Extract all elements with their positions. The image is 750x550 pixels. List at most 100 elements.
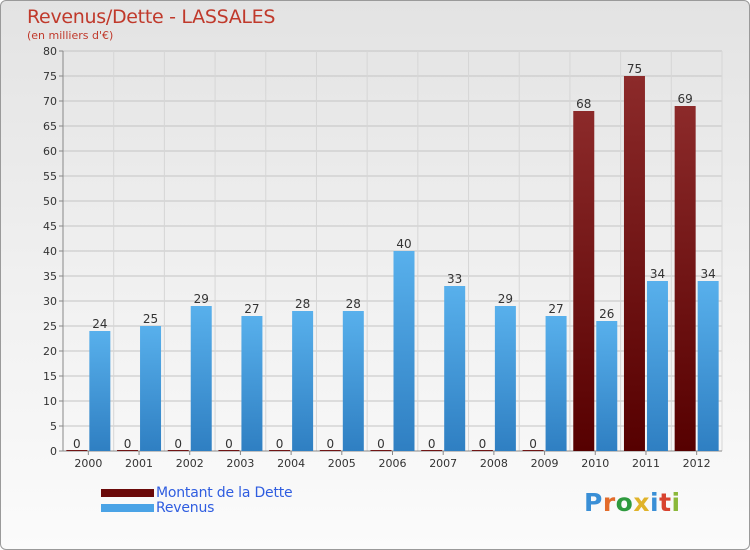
bar-revenus-2006	[393, 251, 415, 451]
logo-letter: r	[602, 488, 616, 517]
y-tick-label: 0	[50, 445, 57, 458]
bar-dette-2002	[167, 450, 189, 451]
x-tick-label: 2007	[429, 457, 457, 470]
data-label-dette-2000: 0	[73, 437, 81, 451]
x-tick-label: 2011	[632, 457, 660, 470]
data-label-revenus-2003: 27	[244, 302, 259, 316]
data-label-revenus-2008: 29	[498, 292, 513, 306]
data-label-dette-2011: 75	[627, 62, 642, 76]
x-tick-label: 2002	[176, 457, 204, 470]
bar-dette-2004	[269, 450, 291, 451]
y-tick-label: 50	[43, 195, 57, 208]
data-label-dette-2005: 0	[326, 437, 334, 451]
bar-revenus-2011	[646, 281, 668, 451]
logo-letter: t	[659, 488, 672, 517]
data-label-dette-2007: 0	[428, 437, 436, 451]
grid-lines	[62, 50, 723, 452]
logo-letter: x	[633, 488, 650, 517]
data-label-revenus-2001: 25	[143, 312, 158, 326]
data-label-revenus-2000: 24	[92, 317, 107, 331]
proxiti-logo: Proxiti	[584, 488, 681, 517]
data-label-revenus-2009: 27	[548, 302, 563, 316]
data-label-dette-2012: 69	[678, 92, 693, 106]
y-tick-label: 20	[43, 345, 57, 358]
y-tick-label: 80	[43, 45, 57, 58]
bar-dette-2001	[117, 450, 139, 451]
x-tick-label: 2009	[531, 457, 559, 470]
data-label-dette-2010: 68	[576, 97, 591, 111]
y-tick-label: 10	[43, 395, 57, 408]
legend-swatch-dette	[101, 489, 154, 497]
y-tick-label: 30	[43, 295, 57, 308]
data-labels: 0 24 0 25 0 29 0 27 0 28 0 28 0 40 0 33 0 29 0 27 68 26 75 34 69…	[73, 62, 716, 451]
bar-revenus-2007	[444, 286, 466, 451]
bar-revenus-2010	[596, 321, 618, 451]
x-tick-label: 2005	[328, 457, 356, 470]
x-tick-label: 2003	[226, 457, 254, 470]
data-label-revenus-2005: 28	[346, 297, 361, 311]
data-label-revenus-2002: 29	[194, 292, 209, 306]
data-label-revenus-2007: 33	[447, 272, 462, 286]
bar-revenus-2004	[292, 311, 314, 451]
data-label-dette-2008: 0	[479, 437, 487, 451]
data-label-dette-2004: 0	[276, 437, 284, 451]
y-tick-label: 45	[43, 220, 57, 233]
y-tick-label: 55	[43, 170, 57, 183]
bar-revenus-2005	[342, 311, 364, 451]
x-tick-label: 2006	[379, 457, 407, 470]
axes: 0 5 10 15 20 25 30 35 40 45 50 55 60 65 70 75 80 2000 2001…	[43, 45, 722, 470]
bar-revenus-2003	[241, 316, 263, 451]
bar-revenus-2001	[140, 326, 162, 451]
data-label-dette-2009: 0	[529, 437, 537, 451]
x-tick-label: 2010	[581, 457, 609, 470]
y-tick-label: 60	[43, 145, 57, 158]
bar-dette-2003	[218, 450, 240, 451]
x-tick-label: 2012	[683, 457, 711, 470]
chart-subtitle: (en milliers d'€)	[27, 29, 114, 42]
y-tick-label: 35	[43, 270, 57, 283]
data-label-dette-2006: 0	[377, 437, 385, 451]
y-tick-label: 40	[43, 245, 57, 258]
y-tick-label: 75	[43, 70, 57, 83]
y-tick-label: 25	[43, 320, 57, 333]
bar-revenus-2002	[190, 306, 212, 451]
bar-dette-2008	[471, 450, 493, 451]
y-tick-label: 5	[50, 420, 57, 433]
bar-dette-2009	[522, 450, 544, 451]
legend-label-dette: Montant de la Dette	[156, 485, 293, 501]
bar-dette-2010	[573, 111, 595, 451]
y-tick-label: 15	[43, 370, 57, 383]
x-tick-label: 2008	[480, 457, 508, 470]
bar-revenus-2008	[494, 306, 516, 451]
data-label-revenus-2012: 34	[701, 267, 716, 281]
bar-dette-2011	[623, 76, 645, 451]
data-label-revenus-2011: 34	[650, 267, 665, 281]
data-label-dette-2002: 0	[174, 437, 182, 451]
bar-dette-2006	[370, 450, 392, 451]
bar-revenus-2000	[89, 331, 111, 451]
data-label-dette-2003: 0	[225, 437, 233, 451]
legend-swatch-revenus	[101, 504, 154, 512]
data-label-revenus-2006: 40	[396, 237, 411, 251]
bar-revenus-2012	[697, 281, 719, 451]
x-tick-label: 2004	[277, 457, 305, 470]
y-tick-label: 65	[43, 120, 57, 133]
logo-letter: i	[671, 488, 681, 517]
logo-letter: i	[650, 488, 660, 517]
x-tick-label: 2000	[74, 457, 102, 470]
bar-revenus-2009	[545, 316, 567, 451]
bar-dette-2005	[319, 450, 341, 451]
bar-dette-2012	[674, 106, 696, 451]
bars	[66, 76, 719, 451]
data-label-revenus-2010: 26	[599, 307, 614, 321]
legend-label-revenus: Revenus	[156, 500, 215, 516]
x-tick-label: 2001	[125, 457, 153, 470]
y-tick-label: 70	[43, 95, 57, 108]
bar-dette-2007	[421, 450, 443, 451]
chart-title: Revenus/Dette - LASSALES	[27, 6, 276, 28]
logo-letter: o	[615, 488, 634, 517]
data-label-revenus-2004: 28	[295, 297, 310, 311]
bar-dette-2000	[66, 450, 88, 451]
